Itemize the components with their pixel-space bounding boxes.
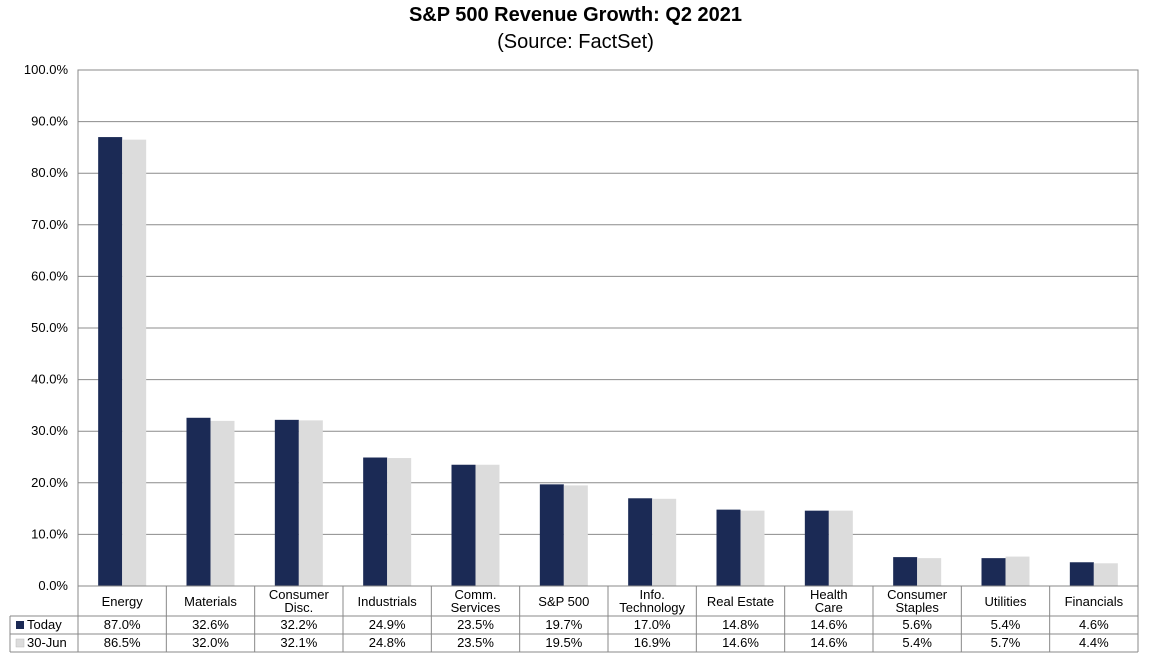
y-tick-label: 40.0%: [31, 372, 68, 387]
category-label: Consumer: [269, 587, 330, 602]
bar-30-jun: [122, 139, 147, 586]
bar-today: [363, 457, 388, 586]
bar-30-jun: [917, 558, 942, 586]
bar-today: [98, 137, 123, 586]
bar-30-jun: [563, 485, 588, 586]
chart-title: S&P 500 Revenue Growth: Q2 2021: [408, 4, 743, 26]
bar-30-jun: [387, 458, 412, 586]
data-label: 14.8%: [722, 617, 759, 632]
data-label: 5.4%: [902, 635, 932, 650]
category-label: S&P 500: [538, 594, 589, 609]
y-tick-label: 100.0%: [24, 62, 69, 77]
y-tick-label: 50.0%: [31, 320, 68, 335]
y-tick-label: 90.0%: [31, 114, 68, 129]
data-label: 5.4%: [991, 617, 1021, 632]
data-label: 32.1%: [280, 635, 317, 650]
bar-today: [186, 417, 211, 586]
y-tick-label: 20.0%: [31, 475, 68, 490]
bar-30-jun: [1093, 563, 1118, 586]
data-label: 5.6%: [902, 617, 932, 632]
category-label: Comm.: [455, 587, 497, 602]
data-label: 16.9%: [634, 635, 671, 650]
bar-30-jun: [298, 420, 323, 586]
bar-today: [628, 498, 653, 586]
data-label: 19.7%: [545, 617, 582, 632]
bar-today: [716, 509, 741, 586]
data-label: 24.9%: [369, 617, 406, 632]
category-label: Utilities: [985, 594, 1027, 609]
data-label: 14.6%: [810, 635, 847, 650]
chart-subtitle: (Source: FactSet): [497, 31, 654, 53]
category-label: Staples: [895, 600, 939, 615]
y-tick-label: 60.0%: [31, 268, 68, 283]
data-label: 32.0%: [192, 635, 229, 650]
category-label: Materials: [184, 594, 237, 609]
data-label: 23.5%: [457, 635, 494, 650]
legend-label: 30-Jun: [27, 635, 67, 650]
data-label: 4.6%: [1079, 617, 1109, 632]
category-label: Real Estate: [707, 594, 774, 609]
data-label: 86.5%: [104, 635, 141, 650]
category-label: Care: [815, 600, 843, 615]
bar-today: [274, 419, 299, 586]
legend-swatch: [16, 621, 24, 629]
data-label: 87.0%: [104, 617, 141, 632]
bar-today: [893, 557, 918, 586]
data-label: 19.5%: [545, 635, 582, 650]
category-label: Services: [451, 600, 501, 615]
bar-30-jun: [1005, 556, 1030, 586]
data-label: 32.2%: [280, 617, 317, 632]
bar-today: [981, 558, 1006, 586]
category-label: Disc.: [284, 600, 313, 615]
data-label: 4.4%: [1079, 635, 1109, 650]
bar-30-jun: [740, 510, 765, 586]
data-label: 24.8%: [369, 635, 406, 650]
bar-30-jun: [210, 420, 235, 586]
data-label: 32.6%: [192, 617, 229, 632]
bar-today: [539, 484, 564, 586]
bar-today: [804, 510, 829, 586]
bar-today: [1069, 562, 1094, 586]
legend-swatch: [15, 638, 25, 648]
category-label: Technology: [619, 600, 685, 615]
y-tick-label: 30.0%: [31, 423, 68, 438]
category-label: Consumer: [887, 587, 948, 602]
bar-30-jun: [475, 464, 500, 586]
bar-30-jun: [828, 510, 853, 586]
data-label: 14.6%: [722, 635, 759, 650]
legend-label: Today: [27, 617, 62, 632]
bar-30-jun: [652, 498, 677, 586]
category-label: Info.: [640, 587, 665, 602]
category-label: Industrials: [358, 594, 418, 609]
data-label: 23.5%: [457, 617, 494, 632]
bar-today: [451, 464, 476, 586]
y-tick-label: 10.0%: [31, 526, 68, 541]
category-label: Financials: [1065, 594, 1124, 609]
category-label: Energy: [102, 594, 144, 609]
y-tick-label: 80.0%: [31, 165, 68, 180]
y-tick-label: 0.0%: [38, 578, 68, 593]
data-label: 17.0%: [634, 617, 671, 632]
y-tick-label: 70.0%: [31, 217, 68, 232]
data-label: 14.6%: [810, 617, 847, 632]
category-label: Health: [810, 587, 848, 602]
data-label: 5.7%: [991, 635, 1021, 650]
